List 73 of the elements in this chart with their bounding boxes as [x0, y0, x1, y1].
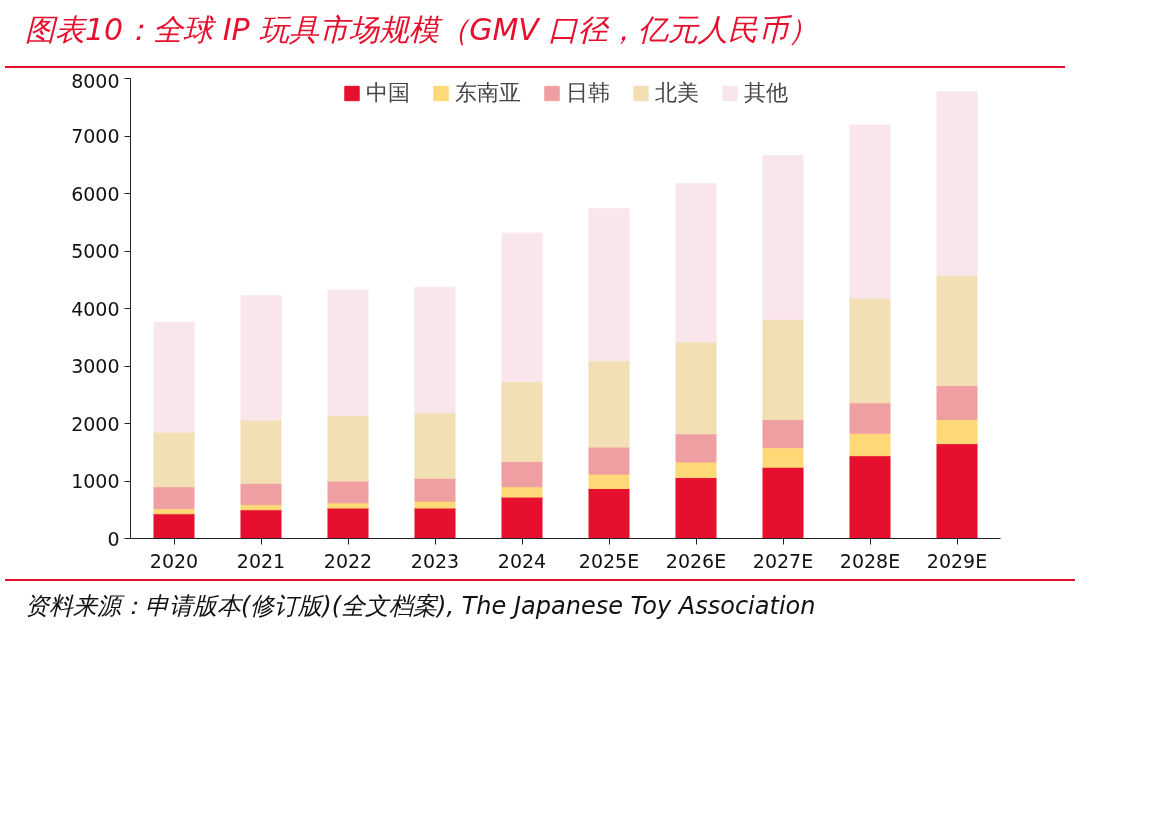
x-tick-label: 2026E: [665, 549, 727, 572]
x-tick-label: 2021: [236, 549, 286, 572]
bar: [675, 476, 717, 539]
bar: [675, 433, 717, 463]
bar: [588, 473, 630, 489]
bar: [762, 466, 804, 539]
bar: [240, 419, 282, 484]
bar: [936, 418, 978, 444]
bar: [936, 384, 978, 420]
y-tick-label: 4000: [71, 297, 120, 320]
x-tick-label: 2024: [497, 549, 547, 572]
bar: [588, 360, 630, 448]
y-tick-label: 3000: [71, 354, 120, 377]
bar: [849, 124, 891, 299]
y-tick-label: 2000: [71, 412, 120, 435]
y-tick-label: 5000: [71, 239, 120, 262]
bar: [501, 460, 543, 488]
x-tick-label: 2022: [323, 549, 373, 572]
bar: [240, 295, 282, 421]
bar: [762, 154, 804, 320]
x-tick-label: 2020: [149, 549, 199, 572]
legend-label: 日韩: [565, 78, 610, 107]
legend-label: 东南亚: [454, 78, 521, 107]
y-tick-label: 1000: [71, 469, 120, 492]
x-tick-label: 2027E: [752, 549, 814, 572]
bar: [675, 461, 717, 478]
bar: [675, 183, 717, 343]
bar: [936, 91, 978, 277]
x-tick-label: 2023: [410, 549, 460, 572]
chart-title: 图表10：全球 IP 玩具市场规模（GMV 口径，亿元人民币）: [25, 11, 819, 49]
bar: [501, 496, 543, 539]
bar: [588, 487, 630, 539]
bar: [849, 297, 891, 404]
bar: [327, 480, 369, 504]
y-tick-label: 0: [107, 527, 120, 550]
legend-label: 中国: [365, 78, 410, 107]
bar: [936, 275, 978, 386]
bar: [414, 507, 456, 539]
bar: [240, 509, 282, 539]
bar: [153, 431, 195, 488]
bar: [240, 482, 282, 505]
bar: [414, 286, 456, 413]
bar: [588, 446, 630, 475]
bar: [414, 477, 456, 502]
bar: [414, 500, 456, 509]
x-tick-label: 2025E: [578, 549, 640, 572]
bar: [849, 432, 891, 457]
bar: [327, 414, 369, 482]
bar: [327, 289, 369, 416]
bar: [327, 507, 369, 539]
bar: [501, 380, 543, 462]
bar: [588, 207, 630, 362]
bar: [153, 513, 195, 539]
y-tick-label: 6000: [71, 182, 120, 205]
legend-label: 其他: [743, 78, 788, 107]
y-tick-label: 8000: [71, 69, 120, 92]
bar: [675, 341, 717, 435]
bar: [762, 418, 804, 448]
bar: [762, 318, 804, 420]
bar: [153, 486, 195, 509]
bar: [501, 232, 543, 382]
bar: [501, 486, 543, 498]
bar: [849, 402, 891, 434]
x-tick-label: 2029E: [926, 549, 988, 572]
bar: [849, 455, 891, 539]
y-tick-label: 7000: [71, 124, 120, 147]
bar: [153, 321, 195, 433]
x-tick-label: 2028E: [839, 549, 901, 572]
text: 资料来源：申请版本(修订版)(全文档案), The Japanese Toy Association: [25, 590, 816, 622]
bar: [762, 446, 804, 468]
bar: [414, 411, 456, 479]
bar: [936, 442, 978, 539]
legend-label: 北美: [654, 78, 699, 107]
